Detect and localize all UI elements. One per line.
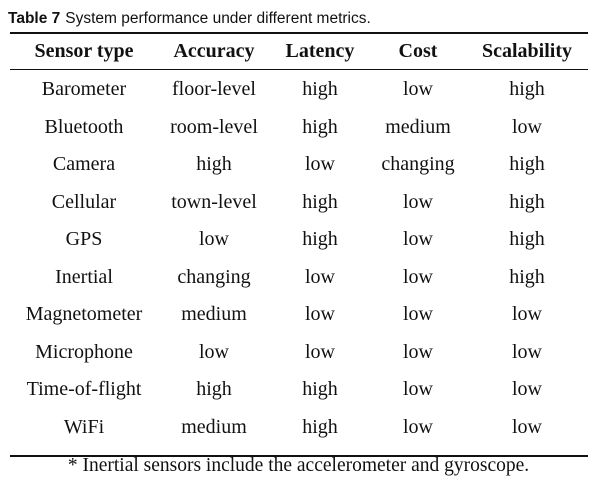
table-caption-text: System performance under different metri… [65, 10, 371, 27]
table-row: Cellular town-level high low high [10, 184, 588, 222]
header-sensor-type: Sensor type [34, 40, 134, 62]
sensor-type-cell: Inertial [55, 265, 113, 288]
latency-cell: high [302, 190, 338, 213]
accuracy-cell: floor-level [171, 78, 256, 101]
scalability-cell: high [509, 78, 545, 101]
scalability-cell: low [512, 378, 542, 401]
accuracy-cell: low [199, 228, 229, 251]
table-row: Magnetometer medium low low low [10, 296, 588, 334]
scalability-cell: low [512, 415, 542, 438]
latency-cell: low [305, 153, 335, 176]
table-row: Camera high low changing high [10, 146, 588, 184]
cost-cell: medium [385, 115, 451, 138]
cost-cell: low [403, 228, 433, 251]
cost-cell: low [403, 340, 433, 363]
cost-cell: low [403, 78, 433, 101]
header-accuracy: Accuracy [173, 40, 255, 62]
cost-cell: low [403, 378, 433, 401]
top-rule [10, 32, 588, 34]
bottom-rule [10, 455, 588, 457]
accuracy-cell: medium [181, 303, 247, 326]
scalability-cell: low [512, 303, 542, 326]
latency-cell: low [305, 340, 335, 363]
sensor-type-cell: Camera [52, 153, 116, 176]
accuracy-cell: low [199, 340, 229, 363]
table-body: Barometer floor-level high low high Bluetooth… [10, 69, 588, 446]
cost-cell: low [403, 190, 433, 213]
cost-cell: changing [381, 153, 455, 176]
sensor-type-cell: Time-of-flight [26, 378, 142, 401]
sensor-type-cell: GPS [65, 228, 103, 251]
latency-cell: high [302, 115, 338, 138]
accuracy-cell: high [196, 153, 232, 176]
performance-table: Sensor type Accuracy Latency Cost Scalab… [10, 34, 588, 446]
latency-cell: high [302, 415, 338, 438]
cost-cell: low [403, 303, 433, 326]
latency-cell: high [302, 78, 338, 101]
latency-cell: low [305, 303, 335, 326]
accuracy-cell: high [196, 378, 232, 401]
sensor-type-cell: Bluetooth [44, 115, 124, 138]
table-row: Time-of-flight high high low low [10, 371, 588, 409]
accuracy-cell: medium [181, 415, 247, 438]
sensor-type-cell: Magnetometer [25, 303, 143, 326]
header-latency: Latency [285, 40, 355, 62]
scalability-cell: low [512, 340, 542, 363]
table-row: Bluetooth room-level high medium low [10, 109, 588, 147]
sensor-type-cell: WiFi [63, 415, 105, 438]
accuracy-cell: town-level [171, 190, 257, 213]
accuracy-cell: room-level [170, 115, 258, 138]
accuracy-cell: changing [177, 265, 251, 288]
cost-cell: low [403, 265, 433, 288]
table-caption: Table 7 System performance under differen… [8, 9, 371, 29]
latency-cell: low [305, 265, 335, 288]
latency-cell: high [302, 378, 338, 401]
scalability-cell: high [509, 228, 545, 251]
table-row: GPS low high low high [10, 221, 588, 259]
scalability-cell: high [509, 190, 545, 213]
latency-cell: high [302, 228, 338, 251]
table-header-row: Sensor type Accuracy Latency Cost Scalab… [10, 34, 588, 69]
table-row: Microphone low low low low [10, 334, 588, 372]
cost-cell: low [403, 415, 433, 438]
table-footnote: * Inertial sensors include the accelerom… [67, 455, 530, 476]
sensor-type-cell: Microphone [35, 340, 133, 363]
header-cost: Cost [398, 40, 438, 62]
table-row: Barometer floor-level high low high [10, 69, 588, 109]
sensor-type-cell: Cellular [51, 190, 117, 213]
scalability-cell: low [512, 115, 542, 138]
sensor-type-cell: Barometer [41, 78, 127, 101]
table-row: Inertial changing low low high [10, 259, 588, 297]
table-label: Table 7 [8, 10, 61, 27]
header-scalability: Scalability [481, 40, 572, 62]
scalability-cell: high [509, 153, 545, 176]
table-row: WiFi medium high low low [10, 409, 588, 447]
header-rule [10, 69, 588, 70]
scalability-cell: high [509, 265, 545, 288]
